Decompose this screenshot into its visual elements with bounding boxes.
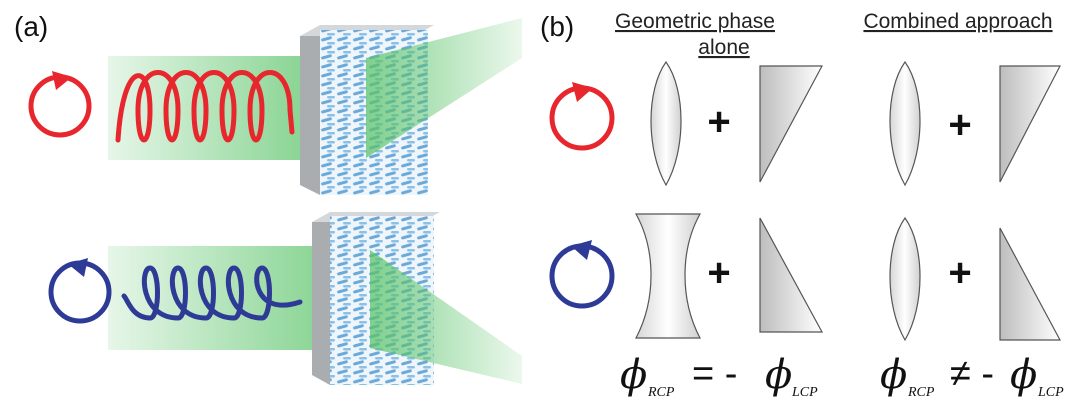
- eq-left-rhs-sub: LCP: [791, 385, 818, 400]
- deflected-cone-bottom: [370, 250, 522, 384]
- lcp-helix-wave: [121, 265, 303, 321]
- equation-left: ϕ RCP = - ϕ LCP: [620, 352, 818, 400]
- prism-up-icon: [759, 65, 824, 183]
- rcp-circular-arrow-icon: [28, 71, 92, 138]
- plus-sign: +: [707, 100, 730, 144]
- panel-a-top-row: [28, 18, 522, 195]
- eq-left-operator: = -: [692, 353, 737, 395]
- eq-right-rhs-sub: LCP: [1037, 385, 1064, 400]
- plus-sign: +: [707, 251, 730, 295]
- plus-sign: +: [948, 103, 971, 147]
- eq-right-operator: ≠ -: [950, 353, 994, 395]
- eq-left-rhs-phi: ϕ: [765, 352, 792, 398]
- header-geometric-line2: alone: [698, 36, 749, 59]
- panel-a-bottom-row: [48, 212, 522, 385]
- panel-a-label: (a): [14, 11, 48, 42]
- eq-right-lhs-phi: ϕ: [880, 352, 907, 398]
- rcp-helix-wave: [115, 70, 295, 143]
- prism-up-icon: [999, 65, 1061, 183]
- eq-left-lhs-phi: ϕ: [620, 352, 647, 398]
- convex-lens-icon: [650, 60, 682, 187]
- equation-right: ϕ RCP ≠ - ϕ LCP: [880, 352, 1064, 400]
- header-geometric-line1: Geometric phase: [615, 10, 775, 33]
- eq-right-rhs-phi: ϕ: [1010, 352, 1037, 398]
- deflected-cone-top: [366, 18, 522, 158]
- prism-down-icon: [999, 227, 1062, 341]
- concave-lens-icon: [634, 213, 702, 339]
- incident-beam-bottom: [108, 246, 333, 350]
- convex-lens-icon: [889, 60, 921, 187]
- convex-lens-icon: [889, 216, 921, 342]
- prism-down-icon: [759, 217, 824, 333]
- lcp-circular-arrow-icon: [48, 258, 112, 324]
- eq-right-lhs-sub: RCP: [907, 385, 935, 400]
- plus-sign: +: [948, 251, 971, 295]
- eq-left-lhs-sub: RCP: [647, 385, 675, 400]
- lcp-circular-arrow-icon: [549, 240, 615, 309]
- panel-b-label: (b): [540, 11, 574, 42]
- header-combined: Combined approach: [863, 10, 1052, 33]
- rcp-circular-arrow-icon: [549, 82, 615, 151]
